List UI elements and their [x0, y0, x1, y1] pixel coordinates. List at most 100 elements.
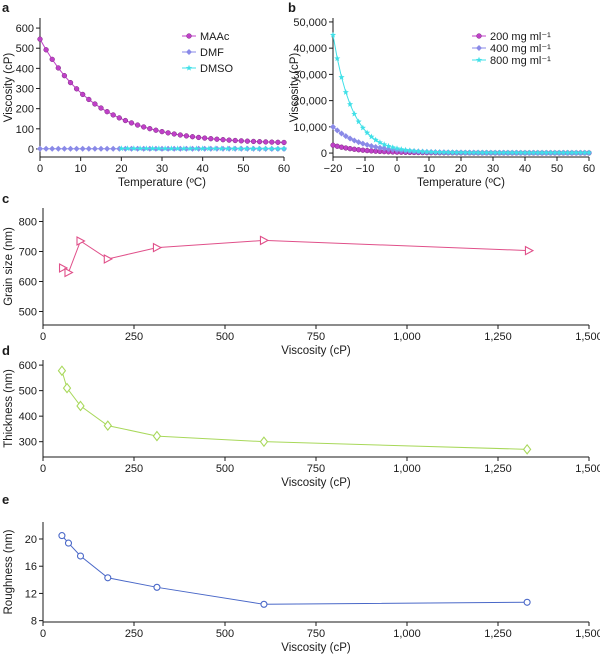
- x-tick-label: −20: [324, 163, 343, 175]
- data-point: [220, 137, 226, 143]
- data-point: [269, 139, 275, 145]
- data-point: [214, 136, 220, 142]
- data-point: [573, 149, 580, 156]
- panel-label-a: a: [2, 0, 10, 15]
- y-tick-label: 0: [28, 144, 34, 156]
- data-point: [104, 145, 111, 152]
- data-point: [496, 149, 503, 156]
- x-axis-title: Temperature (ºC): [417, 177, 505, 189]
- y-tick-label: 400: [19, 411, 37, 423]
- data-point: [368, 142, 375, 149]
- data-point: [67, 79, 74, 86]
- data-point: [208, 136, 214, 142]
- data-point: [230, 145, 237, 152]
- data-point: [521, 149, 529, 156]
- x-tick-label: 0: [40, 463, 46, 475]
- panel-a: 0 10 20 30 40 50 600100200300400500600Temperat…: [3, 18, 290, 189]
- data-point: [275, 139, 281, 145]
- data-point: [385, 142, 392, 149]
- data-point: [457, 149, 465, 156]
- y-tick-label: 16: [25, 561, 37, 573]
- data-point: [103, 420, 112, 431]
- data-point: [110, 112, 116, 118]
- data-point: [523, 598, 531, 606]
- data-point: [406, 147, 413, 154]
- y-tick-label: 400: [16, 63, 34, 75]
- x-tick-label: 0: [40, 331, 46, 343]
- data-point: [165, 130, 171, 136]
- data-point: [171, 131, 177, 137]
- data-point: [49, 56, 55, 63]
- data-point: [159, 128, 165, 135]
- x-tick-label: 1,000: [393, 463, 421, 475]
- data-point: [137, 145, 144, 152]
- legend-label: MAAc: [200, 31, 230, 43]
- data-point: [398, 146, 405, 152]
- data-point: [372, 136, 379, 143]
- data-point: [98, 105, 104, 111]
- x-tick-label: 1,500: [575, 628, 600, 640]
- y-tick-label: 10,000: [293, 122, 327, 134]
- data-point: [141, 124, 147, 130]
- data-point: [174, 145, 181, 152]
- data-point: [411, 147, 418, 154]
- data-point: [86, 96, 92, 103]
- data-point: [334, 55, 341, 62]
- data-point: [153, 127, 159, 133]
- data-point: [243, 145, 250, 152]
- data-point: [110, 145, 117, 152]
- data-point: [250, 138, 257, 145]
- data-point: [347, 135, 354, 142]
- data-point: [415, 148, 422, 154]
- data-point: [168, 145, 175, 152]
- data-point: [568, 149, 575, 156]
- y-tick-label: 30,000: [293, 69, 327, 81]
- data-point: [343, 145, 349, 151]
- data-point: [162, 145, 169, 152]
- x-tick-label: 40: [197, 163, 209, 175]
- data-point: [244, 138, 251, 144]
- data-point: [428, 148, 435, 155]
- y-tick-label: 500: [19, 307, 37, 319]
- x-tick-label: 1,000: [393, 331, 421, 343]
- data-point: [364, 129, 371, 136]
- data-point: [43, 145, 50, 152]
- x-tick-label: 750: [307, 463, 325, 475]
- data-point: [556, 149, 563, 156]
- y-axis-title: Roughness (nm): [3, 529, 15, 614]
- data-point: [218, 145, 225, 152]
- data-point: [329, 31, 337, 38]
- legend-label: 800 mg ml⁻¹: [490, 55, 551, 67]
- series-line: [61, 370, 528, 450]
- data-point: [62, 382, 72, 394]
- data-point: [262, 145, 269, 152]
- data-point: [487, 149, 494, 156]
- data-point: [73, 86, 80, 92]
- data-point: [91, 145, 98, 152]
- data-point: [134, 122, 141, 128]
- data-point: [402, 146, 409, 153]
- x-tick-label: 50: [237, 163, 249, 175]
- x-tick-label: 60: [583, 163, 595, 175]
- x-tick-label: 60: [278, 163, 290, 175]
- data-point: [423, 148, 430, 155]
- data-point: [368, 133, 375, 140]
- data-point: [259, 436, 269, 448]
- y-tick-label: 300: [19, 437, 37, 449]
- legend-label: 400 mg ml⁻¹: [490, 43, 551, 55]
- data-point: [73, 145, 80, 152]
- legend-label: 200 mg ml⁻¹: [490, 31, 551, 43]
- data-point: [504, 149, 511, 156]
- x-tick-label: 1,000: [393, 628, 421, 640]
- x-tick-label: 500: [216, 331, 234, 343]
- data-point: [103, 254, 113, 264]
- data-point: [355, 118, 362, 125]
- legend-marker: [476, 33, 482, 39]
- data-point: [393, 145, 401, 152]
- data-point: [61, 145, 68, 152]
- y-tick-label: 800: [19, 217, 37, 229]
- series-line: [62, 239, 529, 274]
- x-tick-label: 10: [75, 163, 87, 175]
- data-point: [49, 145, 56, 152]
- data-point: [80, 91, 86, 98]
